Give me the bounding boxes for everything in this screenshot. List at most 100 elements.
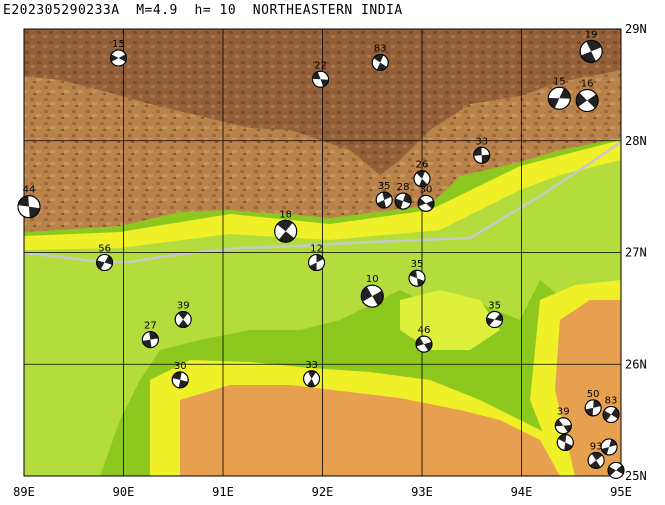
compression-quadrant (312, 71, 321, 80)
focal-mechanism: 27 (141, 321, 159, 349)
latitude-labels: 29N 28N 27N 26N 25N (625, 22, 647, 483)
mechanism-label: 18 (279, 209, 292, 220)
compression-quadrant (309, 262, 317, 271)
compression-quadrant (611, 407, 620, 419)
mechanism-label: 50 (587, 389, 600, 400)
focal-mechanism (607, 461, 625, 479)
longitude-label: 93E (411, 485, 433, 499)
focal-mechanism: 35 (375, 181, 393, 209)
compression-quadrant (149, 331, 159, 340)
focal-mechanism: 15 (110, 39, 128, 67)
compression-quadrant (307, 378, 316, 387)
longitude-label: 92E (312, 485, 334, 499)
focal-mechanism: 56 (96, 244, 114, 272)
mechanism-label: 46 (418, 325, 431, 336)
compression-quadrant (316, 254, 324, 263)
mechanism-label: 35 (411, 259, 424, 270)
focal-mechanism: 10 (360, 274, 384, 308)
mechanism-label: 33 (475, 136, 488, 147)
compression-quadrant (616, 464, 625, 475)
mechanism-label: 35 (378, 181, 391, 192)
focal-mechanism: 22 (312, 60, 330, 88)
map-frame (23, 28, 622, 477)
mechanism-label: 19 (585, 29, 598, 40)
compression-quadrant (548, 97, 560, 109)
focal-mechanism: 18 (274, 209, 298, 243)
focal-mechanism: 33 (473, 136, 491, 164)
longitude-label: 95E (610, 485, 632, 499)
compression-quadrant (587, 94, 599, 109)
focal-mechanism: 28 (394, 182, 412, 210)
compression-quadrant (178, 319, 189, 328)
compression-quadrant (481, 154, 490, 164)
focal-mechanism: 50 (584, 389, 602, 417)
mechanism-label: 83 (605, 396, 618, 407)
focal-mechanism (600, 438, 618, 456)
compression-quadrant (172, 371, 182, 380)
focal-mechanism: 39 (554, 407, 572, 435)
compression-quadrant (580, 51, 596, 63)
compression-quadrant (609, 439, 617, 447)
compression-quadrant (425, 200, 434, 209)
compression-quadrant (416, 170, 425, 179)
compression-quadrant (307, 370, 317, 379)
focal-mechanism (556, 433, 574, 451)
mechanism-label: 39 (557, 407, 570, 418)
mechanism-label: 10 (366, 274, 379, 285)
compression-quadrant (372, 290, 384, 306)
mechanism-label: 27 (144, 321, 157, 332)
compression-quadrant (603, 410, 612, 422)
focal-mechanism: 46 (415, 325, 433, 353)
focal-mechanism: 35 (486, 301, 504, 329)
compression-quadrant (486, 317, 495, 326)
hill-patch (400, 290, 500, 350)
longitude-label: 89E (13, 485, 35, 499)
focal-mechanism: 19 (579, 29, 603, 63)
focal-mechanism: 30 (417, 184, 435, 212)
mechanism-label: 35 (488, 301, 501, 312)
mechanism-label: 22 (314, 60, 327, 71)
latitude-label: 29N (625, 22, 647, 36)
compression-quadrant (423, 341, 432, 351)
compression-quadrant (277, 220, 293, 232)
compression-quadrant (118, 54, 127, 62)
compression-quadrant (376, 62, 387, 71)
compression-quadrant (494, 313, 503, 322)
compression-quadrant (593, 399, 601, 408)
hill-patch (150, 290, 240, 330)
longitude-label: 91E (212, 485, 234, 499)
latitude-label: 25N (625, 469, 647, 483)
compression-quadrant (178, 311, 189, 320)
mechanism-label: 30 (174, 361, 187, 372)
latitude-label: 28N (625, 134, 647, 148)
mechanism-label: 16 (581, 79, 594, 90)
focal-mechanism: 83 (602, 396, 620, 424)
map-title: E202305290233A M=4.9 h= 10 NORTHEASTERN … (3, 3, 403, 18)
compression-quadrant (142, 339, 152, 348)
mechanism-label: 83 (374, 44, 387, 55)
compression-quadrant (591, 452, 603, 461)
focal-mechanisms: 15 22 83 19 15 16 33 26 35 28 30 44 18 12 56 10 35 39 27 35… (17, 29, 625, 479)
compression-quadrant (417, 278, 425, 287)
naga-hills (555, 300, 621, 476)
compression-quadrant (608, 466, 617, 476)
focal-mechanism: 35 (408, 259, 426, 287)
compression-quadrant (585, 407, 594, 416)
compression-quadrant (110, 54, 119, 62)
mechanism-label: 15 (112, 39, 125, 50)
focal-mechanism: 83 (371, 44, 389, 72)
mechanism-label: 26 (416, 160, 429, 171)
mechanism-label: 12 (310, 244, 323, 255)
latitude-label: 26N (625, 357, 647, 371)
compression-quadrant (559, 88, 571, 99)
focal-mechanism: 26 (413, 160, 431, 188)
focal-mechanism: 44 (17, 185, 41, 219)
compression-quadrant (409, 270, 418, 279)
compression-quadrant (320, 79, 329, 87)
mechanism-label: 28 (397, 182, 410, 193)
mechanism-label: 30 (420, 184, 433, 195)
longitude-label: 94E (511, 485, 533, 499)
mechanism-label: 33 (305, 360, 318, 371)
compression-quadrant (601, 446, 610, 455)
